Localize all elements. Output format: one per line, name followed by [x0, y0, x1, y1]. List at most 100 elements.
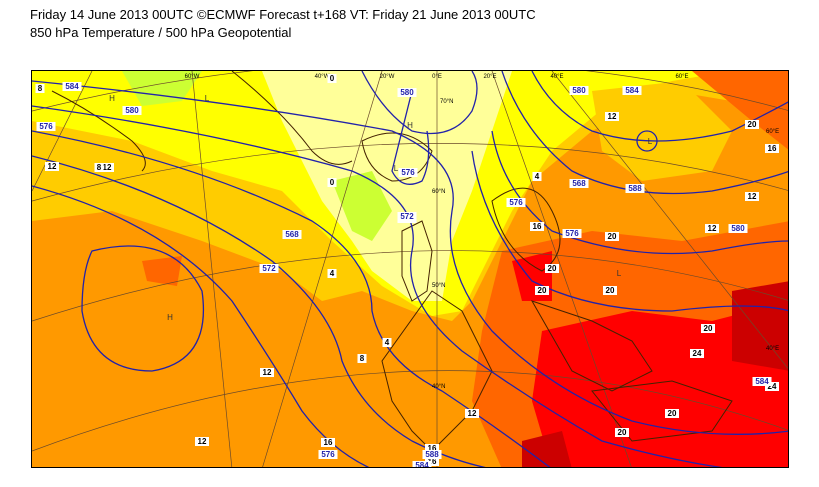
- contour-b: [32, 105, 723, 467]
- temp-label-bg: [603, 286, 617, 295]
- temp-label-bg: [665, 409, 679, 418]
- temp-label-bg: [327, 74, 337, 83]
- geopotential-label: 572: [400, 212, 414, 221]
- temp-label: 16: [324, 438, 333, 447]
- geopotential-label-bg: [569, 179, 589, 188]
- contour-d: [32, 155, 486, 467]
- temp-label: 0: [330, 74, 335, 83]
- temp-label-bg: [382, 338, 392, 347]
- geopotential-label-bg: [318, 450, 338, 459]
- geopotential-label-bg: [397, 88, 417, 97]
- iberia-france-coast: [381, 290, 493, 452]
- temp-label: 4: [535, 172, 540, 181]
- temp-label: 8: [360, 354, 365, 363]
- geopotential-label: 576: [509, 198, 523, 207]
- pressure-centre-label: L: [648, 137, 653, 146]
- contour-g: [391, 90, 430, 185]
- contour-h: [531, 71, 788, 142]
- temp-label-bg: [545, 264, 559, 273]
- contour-e: [32, 185, 370, 467]
- temp-label: 20: [606, 286, 615, 295]
- temp-label-bg: [535, 286, 549, 295]
- geopotential-label-bg: [36, 122, 56, 131]
- temp-band-24-east: [732, 281, 788, 371]
- geopotential-label: 584: [65, 82, 79, 91]
- temp-label-bg: [425, 457, 439, 466]
- temp-label: 12: [103, 163, 112, 172]
- temp-band-cold-b: [332, 171, 392, 241]
- temp-label: 12: [48, 162, 57, 171]
- temp-band-16-west: [142, 256, 182, 286]
- meridian-20e: [491, 71, 632, 467]
- graticule: [32, 71, 788, 467]
- temp-label: 20: [668, 409, 677, 418]
- temp-label-bg: [94, 163, 104, 172]
- central-europe-coast: [530, 300, 653, 392]
- geopotential-label: 576: [565, 229, 579, 238]
- temp-label: 12: [263, 368, 272, 377]
- temp-label: 12: [608, 112, 617, 121]
- geopotential-label-bg: [422, 450, 442, 459]
- temp-label-bg: [321, 438, 335, 447]
- forecast-title: Friday 14 June 2013 00UTC ©ECMWF Forecas…: [30, 7, 536, 22]
- lon-label-top: 0°E: [432, 74, 442, 80]
- temp-label-bg: [35, 84, 45, 93]
- temp-label-bg: [745, 120, 759, 129]
- temp-label: 20: [548, 264, 557, 273]
- meridian-60w: [32, 71, 93, 192]
- temp-band-24-south: [522, 431, 572, 467]
- temp-label: 8: [97, 163, 102, 172]
- geopotential-label: 584: [415, 461, 429, 468]
- contour-i: [501, 71, 788, 195]
- labrador-coast: [51, 90, 146, 172]
- temp-label-bg: [45, 162, 59, 171]
- temp-label: 12: [198, 437, 207, 446]
- temp-band-8-12-east: [592, 81, 732, 181]
- temp-label-bg: [615, 428, 629, 437]
- temp-label: 0: [330, 178, 335, 187]
- geopotential-label: 572: [262, 264, 276, 273]
- map-labels: 60°W40°W20°W0°E20°E40°E60°E20°W0°E20°E60…: [35, 74, 779, 468]
- geopotential-label: 584: [755, 377, 769, 386]
- temp-band-0-4: [262, 71, 512, 301]
- parallel-40n: [32, 370, 788, 452]
- contour-f: [361, 71, 478, 135]
- temp-label-bg: [260, 368, 274, 377]
- temp-label: 20: [608, 232, 617, 241]
- meridian-40e: [551, 71, 788, 370]
- geopotential-label-bg: [625, 184, 645, 193]
- parallel-60n: [32, 143, 788, 202]
- temp-label: 20: [618, 428, 627, 437]
- greenland-coast: [231, 71, 353, 165]
- pressure-centre-label: H: [407, 121, 413, 130]
- pressure-centre-label: L: [617, 269, 622, 278]
- temp-label-bg: [530, 222, 544, 231]
- lon-label-top: 20°W: [380, 74, 395, 80]
- weather-map: 60°W40°W20°W0°E20°E40°E60°E20°W0°E20°E60…: [31, 70, 789, 468]
- pressure-centre-label: L: [205, 94, 210, 103]
- temp-label-bg: [100, 163, 114, 172]
- meridian-20w: [191, 71, 233, 467]
- geopotential-label: 588: [425, 450, 439, 459]
- forecast-subtitle: 850 hPa Temperature / 500 hPa Geopotenti…: [30, 25, 292, 40]
- geopotential-label: 580: [400, 88, 414, 97]
- contour-j: [491, 130, 788, 255]
- lat-label-inner: 50°N: [432, 283, 445, 289]
- geopotential-label: 576: [401, 168, 415, 177]
- map-canvas: 60°W40°W20°W0°E20°E40°E60°E20°W0°E20°E60…: [32, 71, 788, 468]
- temp-label-bg: [425, 444, 439, 453]
- high-pressure-ring: [81, 245, 204, 372]
- geopotential-label: 568: [572, 179, 586, 188]
- geopotential-label: 576: [321, 450, 335, 459]
- temp-band-cold-a: [122, 71, 202, 106]
- geopotential-contours: [32, 71, 788, 467]
- geopotential-label-bg: [728, 224, 748, 233]
- parallel-70n: [32, 71, 788, 112]
- temp-label: 24: [768, 382, 777, 391]
- pressure-centre-label: H: [109, 94, 115, 103]
- temp-label: 4: [330, 269, 335, 278]
- scandinavia-coast: [491, 187, 561, 272]
- lat-label-inner: 40°N: [432, 384, 445, 390]
- temp-label-bg: [465, 409, 479, 418]
- temp-band-16-20-ne: [692, 71, 788, 150]
